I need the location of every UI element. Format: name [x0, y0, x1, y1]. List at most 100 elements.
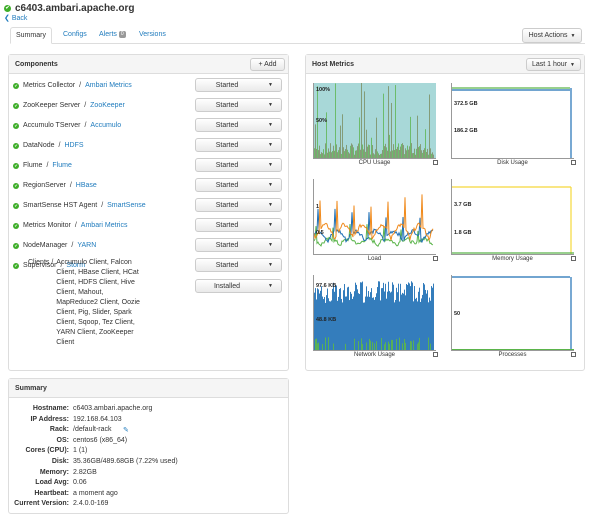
network-in-bar	[318, 342, 319, 351]
component-service-link[interactable]: Storm	[66, 262, 86, 269]
cpu-bar	[377, 151, 378, 159]
cpu-bar	[367, 146, 368, 159]
network-bar	[390, 292, 391, 351]
component-name: NodeManager	[23, 242, 68, 249]
cpu-bar	[326, 112, 327, 159]
network-bar	[358, 293, 359, 351]
component-state-button[interactable]: Started ▼	[195, 258, 282, 272]
save-icon[interactable]	[571, 352, 576, 357]
load-chart[interactable]: 1 0.5 Load	[313, 179, 438, 262]
cpu-bar	[353, 147, 354, 159]
network-in-bar	[376, 341, 377, 351]
caret-down-icon: ▼	[268, 283, 273, 289]
component-state-button[interactable]: Started ▼	[195, 138, 282, 152]
cpu-bar	[364, 91, 365, 159]
chart-label: 1	[316, 204, 319, 210]
component-service-link[interactable]: Accumulo	[90, 122, 122, 129]
network-bar	[393, 284, 394, 351]
cpu-bar	[401, 144, 402, 159]
network-bar	[415, 298, 416, 351]
network-bar	[375, 297, 376, 351]
component-row: ✔ RegionServer / HBase	[13, 182, 97, 189]
tab-alerts[interactable]: Alerts 0	[99, 31, 126, 38]
network-in-bar	[405, 342, 406, 351]
cpu-bar	[351, 143, 352, 159]
network-bar	[338, 296, 339, 351]
component-service-link[interactable]: SmartSense	[107, 202, 146, 209]
network-in-bar	[385, 342, 386, 351]
summary-value: c6403.ambari.apache.org	[73, 405, 153, 412]
save-icon[interactable]	[571, 256, 576, 261]
cpu-bar	[337, 152, 338, 159]
tab-summary[interactable]: Summary	[10, 27, 52, 44]
cpu-usage-chart[interactable]: 100% 50% CPU Usage	[313, 83, 438, 166]
network-bar	[414, 286, 415, 351]
save-icon[interactable]	[433, 256, 438, 261]
network-bar	[329, 301, 330, 351]
cpu-bar	[417, 115, 418, 159]
caret-down-icon: ▼	[268, 122, 273, 128]
cpu-bar	[335, 83, 336, 159]
save-icon[interactable]	[571, 160, 576, 165]
summary-value: centos6 (x86_64)	[73, 436, 128, 444]
component-state-button[interactable]: Started ▼	[195, 198, 282, 212]
network-in-bar	[391, 339, 392, 351]
cpu-bar	[355, 150, 356, 159]
cpu-bar	[424, 148, 425, 159]
add-component-button[interactable]: + Add	[250, 58, 285, 71]
component-service-link[interactable]: YARN	[77, 242, 97, 249]
clients-state-button[interactable]: Installed ▼	[195, 279, 282, 293]
network-bar	[426, 293, 427, 351]
component-state-button[interactable]: Started ▼	[195, 178, 282, 192]
disk-usage-chart[interactable]: 372.5 GB 186.2 GB Disk Usage	[451, 83, 576, 166]
component-service-link[interactable]: ZooKeeper	[90, 102, 125, 109]
component-service-link[interactable]: Flume	[52, 162, 72, 169]
network-bar	[394, 302, 395, 351]
network-bar	[408, 282, 409, 351]
component-state-button[interactable]: Started ▼	[195, 98, 282, 112]
network-bar	[318, 289, 319, 351]
edit-rack-icon[interactable]: ✎	[123, 427, 129, 435]
cpu-bar	[366, 129, 367, 159]
network-bar	[334, 291, 335, 351]
component-service-link[interactable]: HBase	[75, 182, 97, 189]
summary-value: 0.06	[73, 479, 87, 487]
component-row: ✔ Accumulo TServer / Accumulo	[13, 122, 122, 129]
component-service-link[interactable]: Ambari Metrics	[85, 82, 132, 89]
processes-chart[interactable]: 50 Processes	[451, 275, 576, 358]
save-icon[interactable]	[433, 352, 438, 357]
memory-usage-chart[interactable]: 3.7 GB 1.8 GB Memory Usage	[451, 179, 576, 262]
summary-value: 192.168.64.103	[73, 415, 122, 423]
network-in-bar	[372, 342, 373, 351]
component-state-button[interactable]: Started ▼	[195, 118, 282, 132]
network-bar	[431, 286, 432, 351]
cpu-bar	[338, 150, 339, 159]
network-in-bar	[354, 338, 355, 351]
component-state-button[interactable]: Started ▼	[195, 218, 282, 232]
network-bar	[378, 281, 379, 351]
tab-configs[interactable]: Configs	[63, 31, 87, 38]
time-range-button[interactable]: Last 1 hour ▼	[526, 58, 581, 71]
chevron-left-icon: ❮	[4, 15, 12, 22]
network-bar	[392, 282, 393, 351]
back-link[interactable]: ❮ Back	[4, 15, 28, 22]
clients-line: Client, HDFS Client, Hive	[56, 279, 135, 286]
component-state-button[interactable]: Started ▼	[195, 158, 282, 172]
clients-line: MapReduce2 Client, Oozie	[56, 299, 140, 306]
cpu-bar	[330, 143, 331, 159]
component-state-button[interactable]: Started ▼	[195, 238, 282, 252]
cpu-bar	[341, 153, 342, 159]
component-row: ✔ Flume / Flume	[13, 162, 72, 169]
tab-versions[interactable]: Versions	[139, 31, 166, 38]
cpu-bar	[369, 145, 370, 159]
network-bar	[344, 284, 345, 351]
host-actions-button[interactable]: Host Actions ▼	[522, 28, 582, 43]
component-service-link[interactable]: HDFS	[64, 142, 84, 149]
component-service-link[interactable]: Ambari Metrics	[80, 222, 128, 229]
network-usage-chart[interactable]: 97.6 KB 48.8 KB Network Usage	[313, 275, 438, 358]
save-icon[interactable]	[433, 160, 438, 165]
component-state-button[interactable]: Started ▼	[195, 78, 282, 92]
component-name: Accumulo TServer	[23, 122, 81, 129]
check-circle-icon: ✔	[13, 222, 19, 229]
caret-down-icon: ▼	[268, 262, 273, 268]
